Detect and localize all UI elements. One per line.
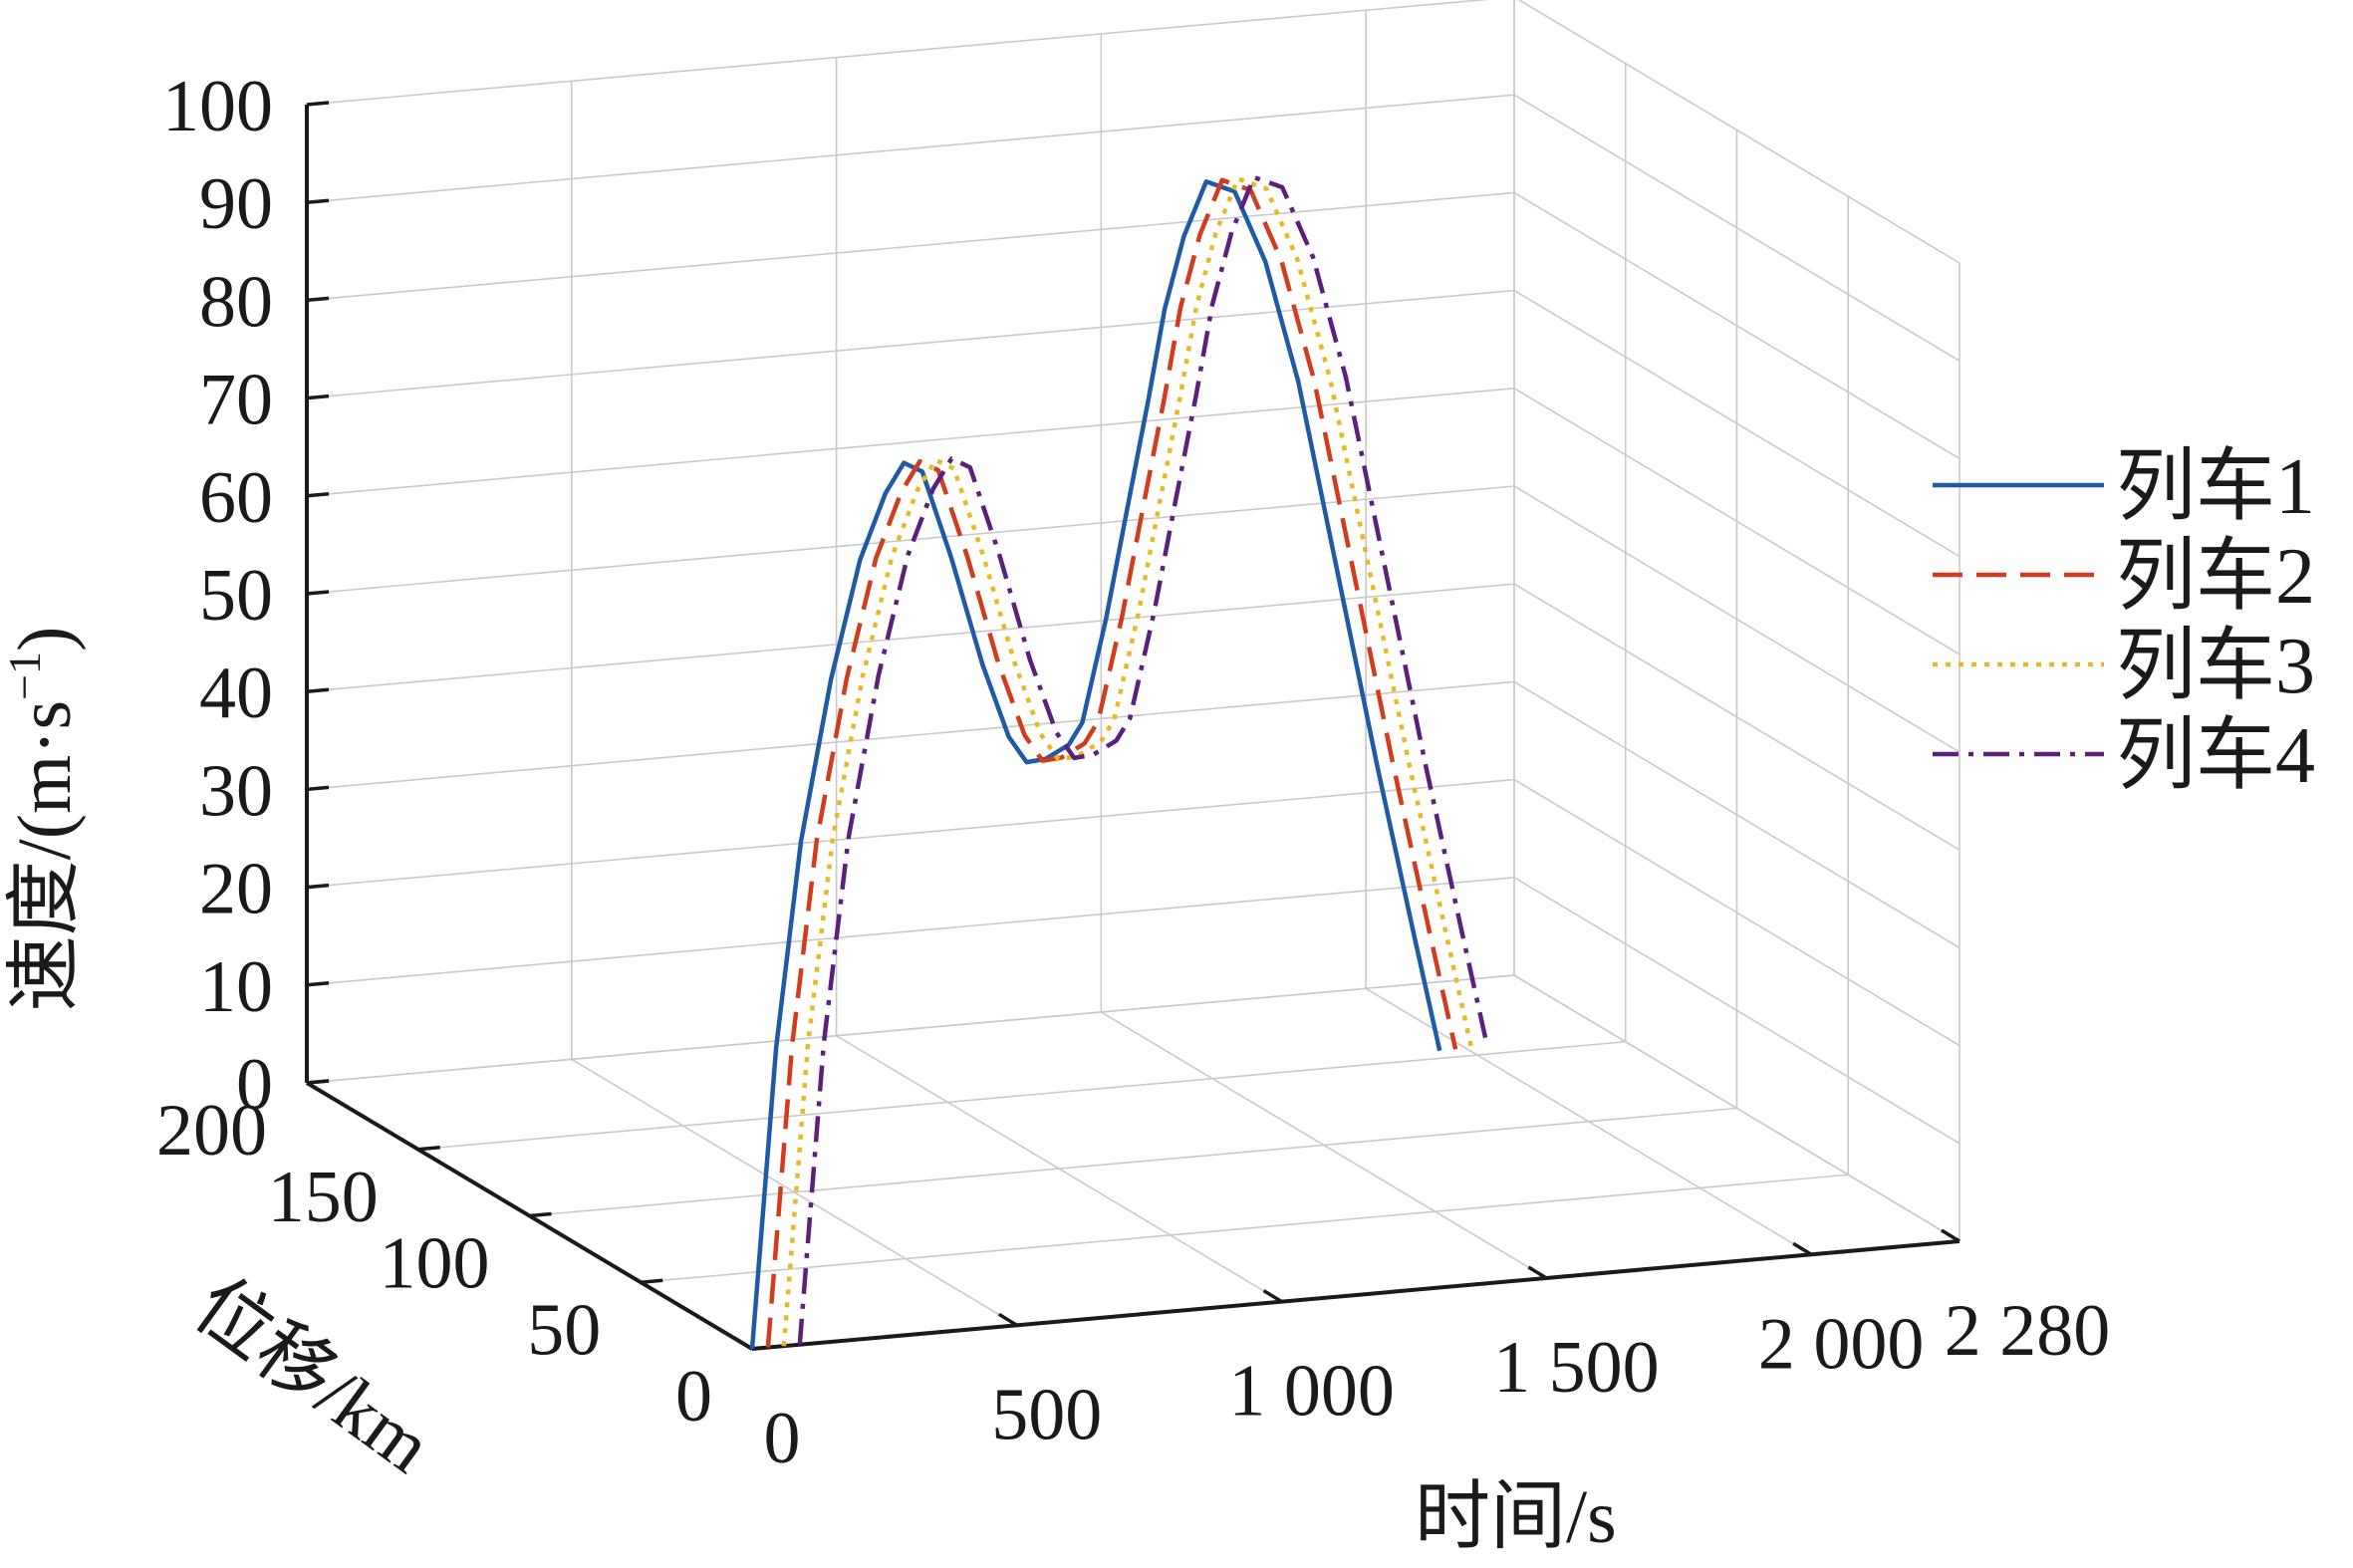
- speed-tick-mark: [306, 492, 330, 498]
- speed-tick-mark: [306, 296, 330, 303]
- time-tick-mark: [733, 1336, 753, 1351]
- time-tick-label: 500: [991, 1374, 1102, 1455]
- time-tick-mark: [1262, 1289, 1283, 1304]
- time-tick-mark: [1527, 1265, 1548, 1280]
- back-wall-grid-line-speed: [306, 877, 1515, 986]
- speed-tick-label: 20: [199, 849, 273, 930]
- right-wall-grid-line-speed: [1513, 388, 1961, 655]
- back-wall-grid-line-speed: [306, 94, 1515, 203]
- legend-label-2: 列车2: [2116, 533, 2315, 621]
- speed-tick-label: 0: [236, 1044, 273, 1126]
- grid-layer: [306, 0, 1961, 1350]
- right-wall-grid-line-speed: [1513, 191, 1961, 460]
- displacement-tick-mark: [641, 1278, 663, 1284]
- displacement-tick-label: 150: [268, 1157, 379, 1238]
- speed-tick-label: 10: [199, 946, 273, 1028]
- back-wall-grid-line-speed: [306, 485, 1515, 595]
- time-tick-mark: [1792, 1241, 1813, 1256]
- time-tick-label: 2 280: [1945, 1290, 2111, 1372]
- speed-tick-mark: [306, 101, 330, 107]
- back-wall-grid-line-speed: [306, 191, 1515, 302]
- right-wall-grid-line-speed: [1513, 680, 1961, 949]
- back-wall-grid-line-speed: [306, 583, 1515, 692]
- time-tick-mark: [1941, 1228, 1961, 1243]
- right-wall-grid-line-speed: [1513, 485, 1961, 753]
- speed-axis-title-superscript: −1: [0, 652, 50, 700]
- back-wall-grid-line-speed: [306, 778, 1515, 889]
- time-tick-label: 0: [764, 1398, 801, 1479]
- series-line-2: [765, 177, 1458, 1348]
- series-line-3: [781, 176, 1474, 1347]
- speed-tick-mark: [306, 981, 330, 987]
- speed-tick-label: 50: [199, 555, 273, 637]
- floor-grid-line-displacement: [417, 1040, 1626, 1151]
- speed-tick-label: 70: [199, 360, 273, 441]
- series-line-4: [797, 174, 1490, 1345]
- back-wall-grid-line-speed: [306, 974, 1515, 1084]
- right-wall-grid-line-speed: [1513, 289, 1961, 558]
- floor-grid-line-displacement: [529, 1107, 1737, 1217]
- back-wall-grid-line-speed: [306, 289, 1515, 399]
- series-line-1: [749, 179, 1442, 1350]
- floor-grid-line-displacement: [641, 1174, 1849, 1284]
- speed-tick-label: 30: [199, 750, 273, 832]
- time-tick-label: 1 000: [1228, 1351, 1395, 1433]
- speed-tick-label: 60: [199, 457, 273, 539]
- label-layer: 0 500 1 000 1 500 2 000 2 2800501001502000102…: [0, 66, 2110, 1559]
- time-tick-label: 2 000: [1758, 1303, 1925, 1385]
- time-axis-title: 时间/s: [1415, 1475, 1617, 1559]
- displacement-tick-label: 0: [675, 1356, 712, 1437]
- speed-tick-mark: [306, 1079, 330, 1085]
- time-tick-mark: [997, 1312, 1018, 1327]
- legend-label-4: 列车4: [2116, 712, 2315, 800]
- speed-tick-label: 100: [162, 66, 273, 147]
- speed-tick-mark: [306, 687, 330, 693]
- speed-tick-label: 40: [199, 653, 273, 734]
- time-tick-label: 1 500: [1493, 1327, 1660, 1409]
- displacement-tick-mark: [417, 1146, 440, 1152]
- speed-axis-title: 速度/(m·s−1): [0, 627, 87, 1012]
- back-wall-grid-line-speed: [306, 388, 1515, 497]
- right-wall-grid-line-speed: [1513, 877, 1961, 1145]
- speed-tick-mark: [306, 883, 330, 890]
- series-layer: [749, 174, 1490, 1350]
- time-axis-line: [751, 1239, 1961, 1351]
- legend-label-1: 列车1: [2116, 443, 2315, 531]
- back-wall-grid-line-speed: [306, 0, 1490, 106]
- right-wall-grid-line-speed: [1517, 0, 1961, 264]
- displacement-tick-label: 200: [156, 1090, 267, 1172]
- speed-tick-label: 90: [199, 163, 273, 245]
- right-wall-grid-line-speed: [1513, 778, 1961, 1047]
- legend-label-3: 列车3: [2116, 623, 2315, 710]
- speed-tick-mark: [306, 393, 330, 400]
- speed-tick-label: 80: [199, 261, 273, 343]
- speed-tick-mark: [306, 198, 330, 204]
- speed-tick-mark: [306, 785, 330, 792]
- speed-tick-mark: [306, 590, 330, 596]
- right-wall-grid-line-speed: [1513, 94, 1961, 362]
- displacement-tick-label: 100: [380, 1223, 490, 1305]
- right-wall-grid-line-speed: [1513, 974, 1961, 1242]
- displacement-tick-mark: [529, 1211, 552, 1218]
- right-wall-grid-line-speed: [1513, 583, 1961, 851]
- speed-axis-title-close: ): [3, 627, 87, 652]
- displacement-tick-label: 50: [527, 1289, 601, 1371]
- displacement-tick-mark: [751, 1345, 775, 1351]
- axis-layer: [305, 101, 1961, 1351]
- back-wall-grid-line-speed: [306, 680, 1515, 791]
